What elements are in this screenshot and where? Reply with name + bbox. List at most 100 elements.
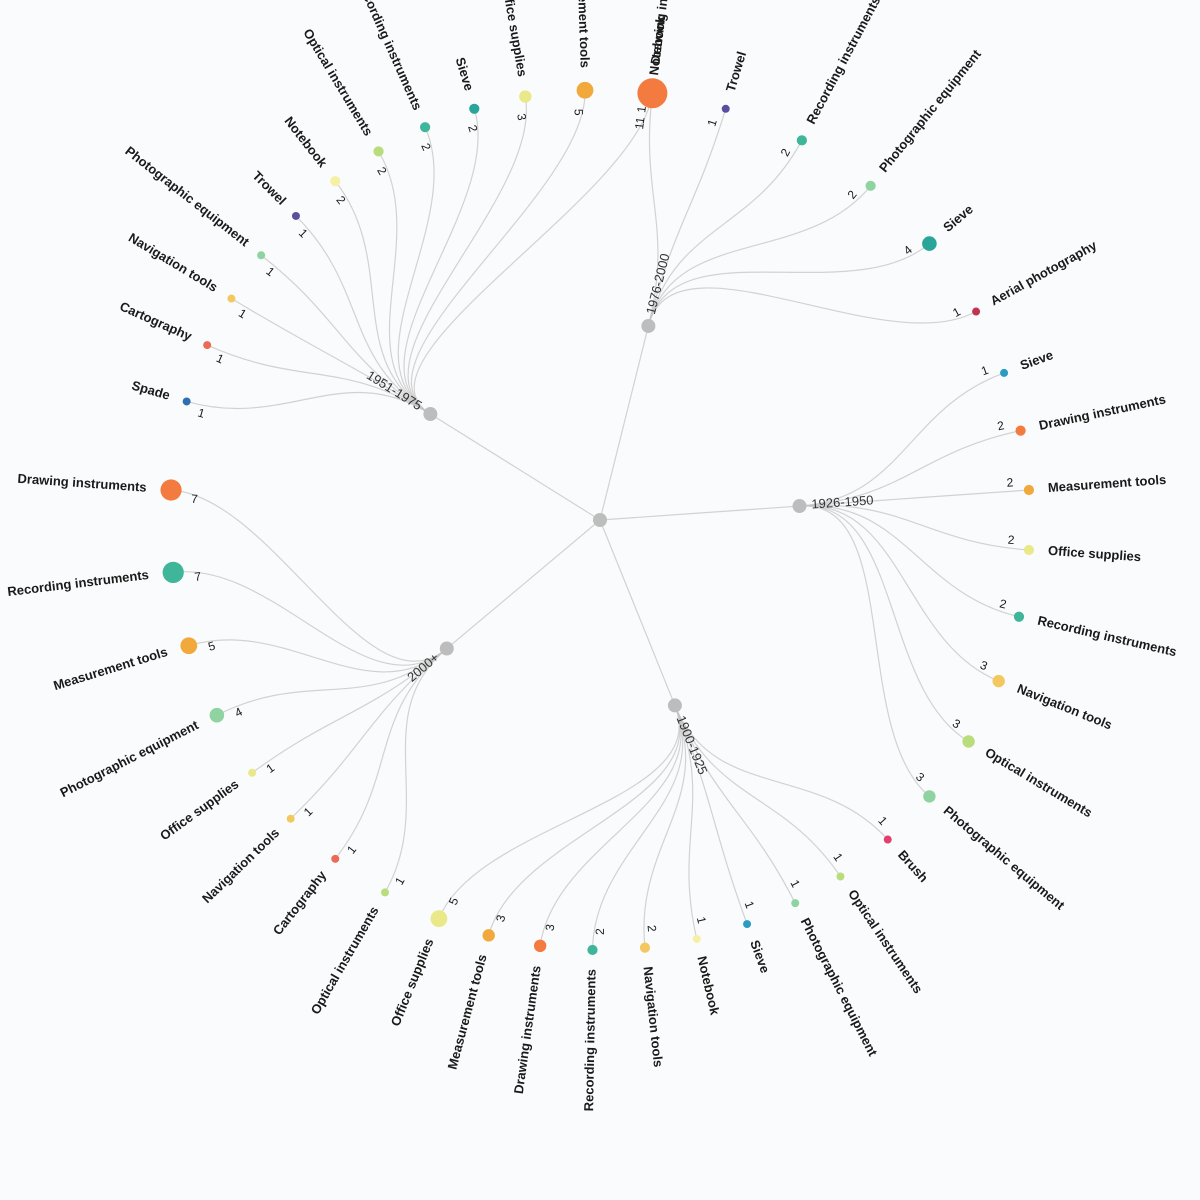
edge-period-leaf bbox=[648, 244, 929, 326]
leaf-label: Sieve bbox=[747, 938, 773, 975]
leaf-node bbox=[962, 735, 974, 747]
leaf-node bbox=[923, 790, 935, 802]
edge-period-leaf bbox=[411, 90, 585, 414]
leaf-label: Recording instruments bbox=[7, 567, 150, 599]
period-label: 1951-1975 bbox=[364, 367, 425, 413]
leaf-label: Trowel bbox=[723, 50, 749, 94]
edge-period-leaf bbox=[207, 345, 430, 414]
leaf-value: 4 bbox=[901, 242, 915, 257]
leaf-node bbox=[992, 675, 1004, 687]
edge-root-period bbox=[430, 414, 600, 520]
leaf-value: 1 bbox=[214, 351, 226, 367]
period-label: 2000+ bbox=[404, 650, 442, 685]
leaf-node bbox=[637, 78, 667, 108]
leaf-value: 3 bbox=[514, 113, 529, 122]
leaf-label: Drawing instruments bbox=[17, 471, 147, 495]
leaf-node bbox=[420, 122, 430, 132]
leaf-value: 11 bbox=[632, 116, 647, 130]
leaf-label: Office supplies bbox=[1048, 543, 1142, 564]
leaf-node bbox=[330, 176, 340, 186]
leaf-node bbox=[922, 236, 937, 251]
leaf-node bbox=[866, 181, 876, 191]
leaf-node bbox=[519, 90, 531, 102]
leaf-node bbox=[373, 146, 383, 156]
leaf-label: Photographic equipment bbox=[876, 46, 984, 175]
leaf-node bbox=[836, 872, 844, 880]
leaf-label: Drawing instruments bbox=[647, 0, 678, 65]
leaf-label: Drawing instruments bbox=[1038, 391, 1168, 433]
leaf-value: 1 bbox=[979, 363, 990, 379]
leaf-value: 5 bbox=[571, 109, 585, 116]
edge-root-period bbox=[600, 506, 800, 520]
leaf-label: Photographic equipment bbox=[798, 915, 881, 1059]
leaf-value: 1 bbox=[264, 761, 278, 776]
leaf-label: Sieve bbox=[940, 202, 976, 235]
leaf-label: Aerial photography bbox=[988, 237, 1100, 308]
leaf-value: 1 bbox=[787, 878, 803, 891]
leaf-label: Optical instruments bbox=[845, 887, 926, 997]
leaf-label: Cartography bbox=[270, 867, 330, 938]
leaf-node bbox=[577, 82, 594, 99]
edge-period-leaf bbox=[398, 127, 434, 414]
edge-period-leaf bbox=[189, 640, 447, 672]
leaf-value: 2 bbox=[1007, 533, 1015, 547]
leaf-node bbox=[972, 308, 980, 316]
leaf-label: Office supplies bbox=[499, 0, 530, 78]
leaf-value: 1 bbox=[694, 915, 709, 925]
leaf-value: 4 bbox=[232, 704, 245, 720]
leaf-value: 1 bbox=[742, 899, 758, 910]
leaf-value: 2 bbox=[644, 924, 659, 932]
leaf-value: 2 bbox=[998, 596, 1008, 611]
period-node bbox=[793, 499, 807, 513]
edge-period-leaf bbox=[800, 506, 1019, 617]
leaf-value: 1 bbox=[263, 264, 277, 279]
leaf-value: 3 bbox=[913, 770, 927, 785]
leaf-label: Drawing instruments bbox=[511, 965, 544, 1095]
edge-root-period bbox=[600, 326, 648, 520]
period-node bbox=[423, 407, 437, 421]
leaf-node bbox=[469, 104, 479, 114]
leaf-value: 2 bbox=[1006, 475, 1014, 489]
period-node bbox=[668, 698, 682, 712]
radial-tree-svg: 1976-20001926-19501900-19252000+1951-197… bbox=[0, 0, 1200, 1200]
leaf-value: 1 bbox=[830, 850, 846, 864]
edge-period-leaf bbox=[414, 93, 652, 414]
edge-period-leaf bbox=[644, 705, 686, 947]
edge-period-leaf bbox=[800, 505, 1029, 550]
leaf-node bbox=[331, 855, 339, 863]
leaf-node bbox=[287, 815, 295, 823]
leaf-value: 3 bbox=[978, 658, 990, 674]
leaf-node bbox=[180, 637, 197, 654]
leaf-node bbox=[210, 708, 225, 723]
leaf-node bbox=[1000, 369, 1008, 377]
edge-root-period bbox=[447, 520, 600, 649]
leaf-label: Measurement tools bbox=[445, 953, 490, 1071]
leaf-label: Optical instruments bbox=[308, 904, 382, 1017]
leaf-value: 2 bbox=[418, 141, 434, 153]
leaf-value: 2 bbox=[374, 164, 390, 177]
edge-period-leaf bbox=[800, 506, 999, 681]
leaf-label: Cartography bbox=[117, 299, 194, 344]
leaf-node bbox=[1024, 545, 1034, 555]
leaf-label: Navigation tools bbox=[1015, 681, 1114, 733]
period-label: 1976-2000 bbox=[643, 252, 673, 316]
leaf-node bbox=[722, 105, 730, 113]
leaf-node bbox=[483, 929, 495, 941]
leaf-label: Office supplies bbox=[388, 936, 437, 1028]
leaf-value: 1 bbox=[705, 117, 720, 128]
leaf-value: 1 bbox=[301, 804, 316, 819]
leaf-node bbox=[534, 940, 546, 952]
leaf-node bbox=[797, 135, 807, 145]
leaf-value: 1 bbox=[196, 406, 207, 421]
edge-period-leaf bbox=[800, 506, 969, 742]
leaf-label: Optical instruments bbox=[300, 26, 376, 138]
leaf-value: 1 bbox=[392, 874, 408, 887]
leaf-value: 1 bbox=[344, 842, 359, 856]
edge-period-leaf bbox=[404, 109, 478, 414]
edge-period-leaf bbox=[439, 705, 679, 918]
leaf-value: 1 bbox=[875, 814, 890, 829]
edge-period-leaf bbox=[800, 373, 1005, 506]
leaf-node bbox=[163, 562, 184, 583]
leaf-label: Navigation tools bbox=[199, 825, 282, 906]
leaf-label: Brush bbox=[895, 847, 931, 885]
